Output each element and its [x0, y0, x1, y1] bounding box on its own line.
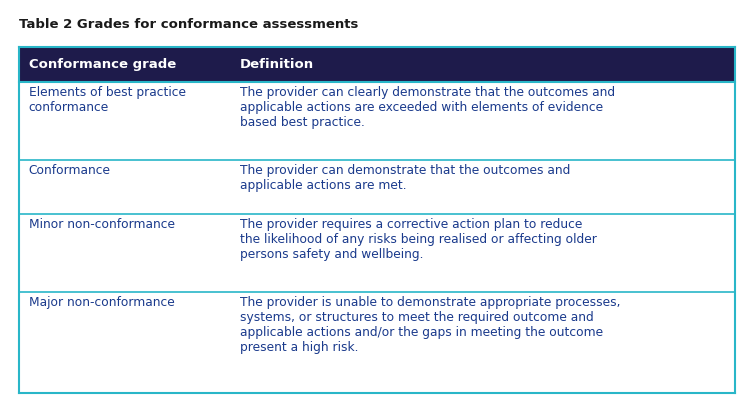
Text: The provider can clearly demonstrate that the outcomes and
applicable actions ar: The provider can clearly demonstrate tha…	[240, 86, 615, 130]
Text: Minor non-conformance: Minor non-conformance	[29, 218, 174, 231]
Text: Definition: Definition	[240, 58, 314, 71]
Text: Table 2 Grades for conformance assessments: Table 2 Grades for conformance assessmen…	[19, 18, 358, 31]
Text: Conformance grade: Conformance grade	[29, 58, 176, 71]
Text: Major non-conformance: Major non-conformance	[29, 296, 174, 309]
Bar	[19, 47, 735, 82]
Text: Conformance: Conformance	[29, 164, 111, 177]
Text: The provider requires a corrective action plan to reduce
the likelihood of any r: The provider requires a corrective actio…	[240, 218, 597, 261]
Text: The provider can demonstrate that the outcomes and
applicable actions are met.: The provider can demonstrate that the ou…	[240, 164, 570, 192]
Text: Elements of best practice
conformance: Elements of best practice conformance	[29, 86, 186, 115]
Text: The provider is unable to demonstrate appropriate processes,
systems, or structu: The provider is unable to demonstrate ap…	[240, 296, 620, 354]
